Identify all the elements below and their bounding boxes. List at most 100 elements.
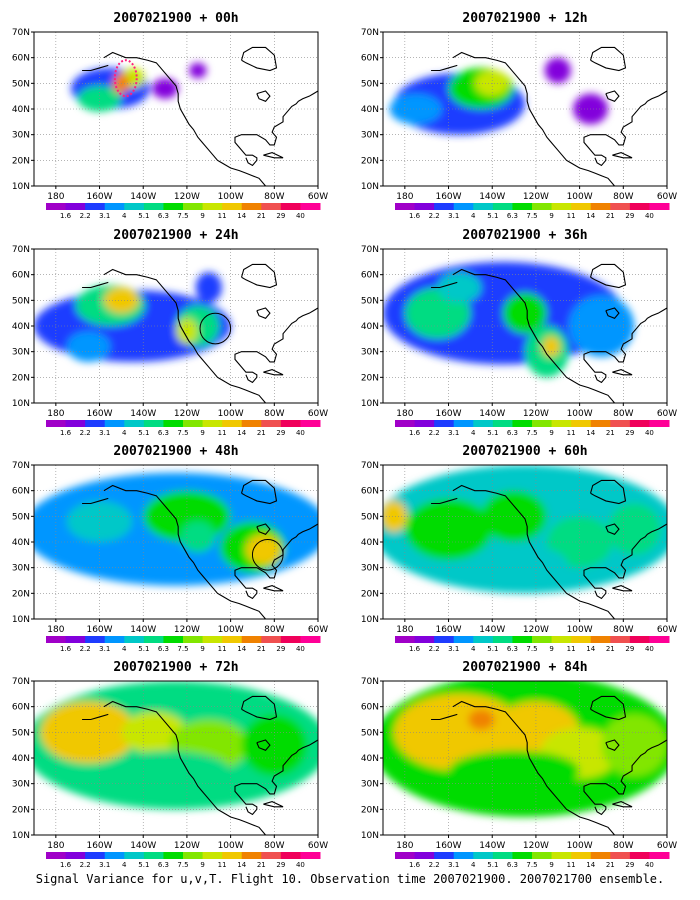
colorbar-label: 6.3: [507, 212, 518, 220]
colorbar-swatch: [629, 852, 650, 859]
lat-tick-label: 10N: [12, 399, 30, 409]
colorbar-swatch: [46, 203, 67, 210]
colorbar-swatch: [571, 852, 592, 859]
lat-tick-label: 20N: [12, 805, 30, 815]
colorbar-swatch: [222, 636, 243, 643]
map-panel: 2007021900 + 72h 10N 20N 30N 40N 50N 60N 70N 180…: [12, 660, 328, 869]
lon-tick-label: 140W: [130, 192, 156, 202]
panel-title: 2007021900 + 36h: [462, 228, 587, 243]
colorbar-swatch: [46, 636, 67, 643]
target-region: [113, 59, 138, 98]
colorbar-label: 29: [276, 429, 285, 437]
colorbar-swatch: [629, 203, 650, 210]
colorbar-label: 1.6: [409, 645, 421, 653]
colorbar-label: 40: [645, 645, 654, 653]
colorbar: 1.6 2.2 3.1 4 5.1 6.3 7.5 9 11 14 21 29 40: [46, 636, 321, 653]
colorbar-swatch: [512, 852, 533, 859]
colorbar-label: 14: [586, 212, 595, 220]
colorbar-swatch: [46, 420, 67, 427]
lon-tick-label: 60W: [657, 409, 677, 419]
colorbar-label: 14: [586, 429, 595, 437]
variance-contour: [180, 521, 216, 553]
colorbar-swatch: [492, 203, 513, 210]
colorbar-swatch: [261, 420, 282, 427]
variance-field: [383, 261, 635, 378]
colorbar-label: 1.6: [409, 429, 421, 437]
coastline: [82, 479, 318, 619]
lon-tick-label: 120W: [523, 841, 549, 851]
lat-tick-label: 10N: [361, 831, 379, 841]
lat-tick-label: 30N: [361, 780, 379, 790]
lon-tick-label: 180: [47, 192, 64, 202]
lat-tick-label: 50N: [12, 296, 30, 306]
colorbar-swatch: [532, 636, 553, 643]
lat-tick-label: 50N: [361, 512, 379, 522]
colorbar-swatch: [571, 636, 592, 643]
colorbar-swatch: [610, 203, 631, 210]
variance-field: [389, 57, 609, 135]
map-panel: 2007021900 + 48h 10N 20N 30N 40N 50N 60N 70N 180…: [12, 444, 328, 653]
colorbar-swatch: [649, 636, 670, 643]
colorbar-swatch: [300, 852, 321, 859]
colorbar-swatch: [512, 636, 533, 643]
colorbar-label: 5.1: [138, 645, 149, 653]
colorbar: 1.6 2.2 3.1 4 5.1 6.3 7.5 9 11 14 21 29 40: [395, 203, 670, 220]
lon-tick-label: 140W: [479, 625, 505, 635]
colorbar-swatch: [512, 420, 533, 427]
colorbar-label: 2.2: [429, 861, 440, 869]
colorbar-swatch: [434, 636, 455, 643]
colorbar-swatch: [453, 636, 474, 643]
colorbar-swatch: [46, 852, 67, 859]
colorbar-swatch: [183, 852, 204, 859]
lat-tick-label: 20N: [361, 156, 379, 166]
colorbar-label: 2.2: [80, 645, 91, 653]
colorbar-label: 5.1: [138, 861, 149, 869]
colorbar-label: 29: [276, 645, 285, 653]
lon-tick-label: 160W: [86, 192, 112, 202]
colorbar-label: 2.2: [429, 645, 440, 653]
target-circle: [199, 312, 232, 345]
variance-contour: [245, 534, 281, 566]
colorbar-label: 40: [645, 861, 654, 869]
lon-tick-label: 120W: [174, 625, 200, 635]
lat-tick-label: 40N: [12, 322, 30, 332]
lat-tick-label: 60N: [361, 703, 379, 713]
lon-tick-label: 140W: [479, 409, 505, 419]
lat-tick-label: 50N: [361, 296, 379, 306]
colorbar-swatch: [571, 203, 592, 210]
colorbar-label: 9: [200, 212, 204, 220]
colorbar-swatch: [163, 420, 184, 427]
colorbar-swatch: [414, 203, 435, 210]
lon-tick-label: 80W: [264, 841, 284, 851]
lon-tick-label: 120W: [523, 625, 549, 635]
colorbar-label: 5.1: [138, 212, 149, 220]
colorbar-swatch: [261, 203, 282, 210]
lat-tick-label: 40N: [12, 538, 30, 548]
lon-tick-label: 120W: [174, 192, 200, 202]
lat-tick-label: 60N: [361, 487, 379, 497]
colorbar-swatch: [222, 420, 243, 427]
colorbar-label: 1.6: [60, 861, 72, 869]
coastline: [82, 46, 318, 186]
lon-tick-label: 160W: [435, 625, 461, 635]
colorbar-swatch: [202, 420, 223, 427]
colorbar-label: 29: [625, 861, 634, 869]
colorbar-swatch: [590, 636, 611, 643]
colorbar-label: 14: [586, 861, 595, 869]
lat-tick-label: 50N: [12, 512, 30, 522]
variance-field: [383, 681, 667, 818]
colorbar-label: 9: [549, 861, 553, 869]
lon-tick-label: 160W: [86, 841, 112, 851]
lat-tick-label: 40N: [361, 538, 379, 548]
colorbar-swatch: [183, 420, 204, 427]
colorbar-swatch: [85, 203, 106, 210]
panel-title: 2007021900 + 60h: [462, 444, 587, 459]
lat-tick-label: 10N: [361, 399, 379, 409]
lat-tick-label: 20N: [12, 373, 30, 383]
variance-contour: [66, 331, 111, 362]
colorbar-label: 29: [276, 861, 285, 869]
lon-tick-label: 60W: [657, 841, 677, 851]
colorbar-label: 5.1: [487, 429, 498, 437]
map-panel: 2007021900 + 60h 10N 20N 30N 40N 50N 60N 70N 180…: [361, 444, 677, 653]
